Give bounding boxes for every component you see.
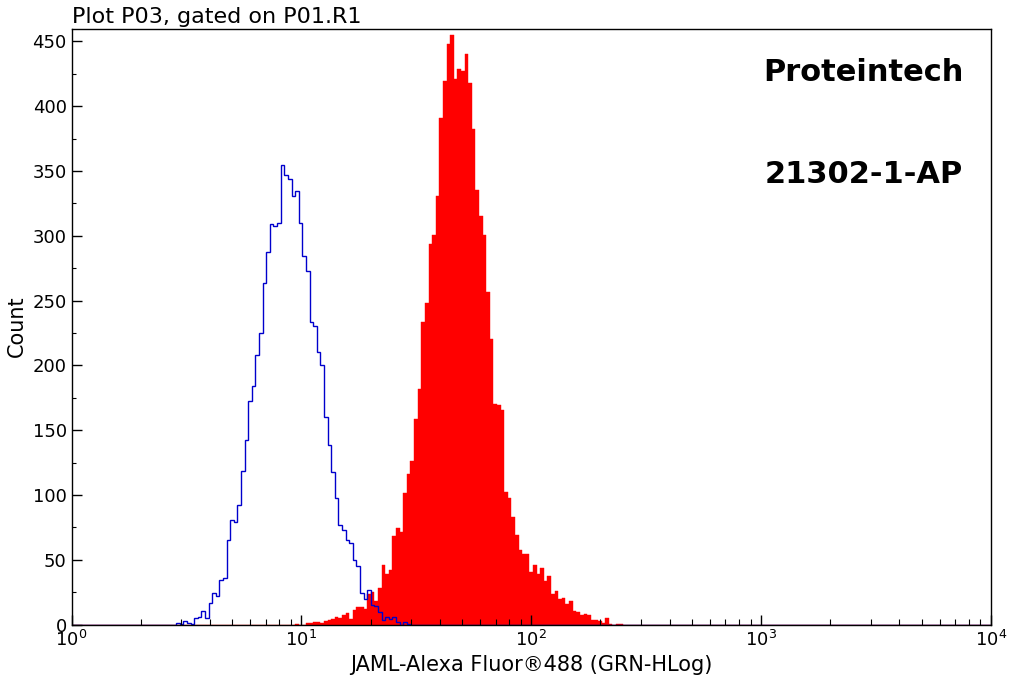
Text: Proteintech: Proteintech <box>763 58 963 87</box>
Text: 21302-1-AP: 21302-1-AP <box>765 160 963 189</box>
Y-axis label: Count: Count <box>7 296 27 357</box>
X-axis label: JAML-Alexa Fluor®488 (GRN-HLog): JAML-Alexa Fluor®488 (GRN-HLog) <box>350 655 713 675</box>
Text: Plot P03, gated on P01.R1: Plot P03, gated on P01.R1 <box>72 7 361 27</box>
